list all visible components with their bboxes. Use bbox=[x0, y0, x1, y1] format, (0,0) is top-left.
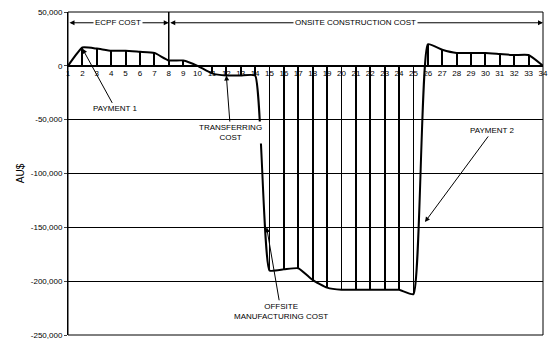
svg-text:-50,000: -50,000 bbox=[35, 115, 63, 124]
svg-text:24: 24 bbox=[395, 69, 404, 78]
svg-text:28: 28 bbox=[452, 69, 461, 78]
svg-text:31: 31 bbox=[495, 69, 504, 78]
svg-text:3: 3 bbox=[95, 69, 100, 78]
svg-text:20: 20 bbox=[337, 69, 346, 78]
svg-text:5: 5 bbox=[123, 69, 128, 78]
svg-text:29: 29 bbox=[467, 69, 476, 78]
svg-text:33: 33 bbox=[524, 69, 533, 78]
svg-text:17: 17 bbox=[294, 69, 303, 78]
svg-text:50,000: 50,000 bbox=[38, 8, 63, 17]
svg-text:34: 34 bbox=[539, 69, 548, 78]
svg-text:4: 4 bbox=[109, 69, 114, 78]
svg-text:1: 1 bbox=[66, 69, 71, 78]
svg-text:2: 2 bbox=[80, 69, 85, 78]
svg-text:-200,000: -200,000 bbox=[31, 277, 63, 286]
svg-text:-100,000: -100,000 bbox=[31, 169, 63, 178]
svg-text:23: 23 bbox=[380, 69, 389, 78]
svg-text:21: 21 bbox=[351, 69, 360, 78]
svg-text:OFFSITEMANUFACTURING COST: OFFSITEMANUFACTURING COST bbox=[234, 302, 328, 321]
svg-text:32: 32 bbox=[510, 69, 519, 78]
svg-text:7: 7 bbox=[152, 69, 157, 78]
svg-text:11: 11 bbox=[208, 69, 217, 78]
svg-text:19: 19 bbox=[323, 69, 332, 78]
svg-text:16: 16 bbox=[279, 69, 288, 78]
svg-text:12: 12 bbox=[222, 69, 231, 78]
svg-text:0: 0 bbox=[58, 62, 63, 71]
svg-text:25: 25 bbox=[409, 69, 418, 78]
svg-text:TRANSFERRINGCOST: TRANSFERRINGCOST bbox=[199, 123, 262, 142]
svg-text:8: 8 bbox=[167, 69, 172, 78]
svg-text:9: 9 bbox=[181, 69, 186, 78]
svg-text:10: 10 bbox=[193, 69, 202, 78]
svg-text:13: 13 bbox=[236, 69, 245, 78]
svg-text:ONSITE CONSTRUCTION COST: ONSITE CONSTRUCTION COST bbox=[295, 18, 416, 27]
svg-text:ECPF COST: ECPF COST bbox=[95, 18, 141, 27]
svg-text:AU$: AU$ bbox=[15, 163, 26, 183]
svg-text:-250,000: -250,000 bbox=[31, 331, 63, 340]
svg-text:15: 15 bbox=[265, 69, 274, 78]
svg-text:-150,000: -150,000 bbox=[31, 223, 63, 232]
svg-text:26: 26 bbox=[423, 69, 432, 78]
svg-text:22: 22 bbox=[366, 69, 375, 78]
svg-text:14: 14 bbox=[251, 69, 260, 78]
svg-text:PAYMENT 2: PAYMENT 2 bbox=[470, 126, 515, 135]
svg-text:18: 18 bbox=[308, 69, 317, 78]
svg-text:6: 6 bbox=[138, 69, 143, 78]
svg-text:30: 30 bbox=[481, 69, 490, 78]
svg-text:PAYMENT 1: PAYMENT 1 bbox=[93, 104, 138, 113]
svg-text:27: 27 bbox=[438, 69, 447, 78]
